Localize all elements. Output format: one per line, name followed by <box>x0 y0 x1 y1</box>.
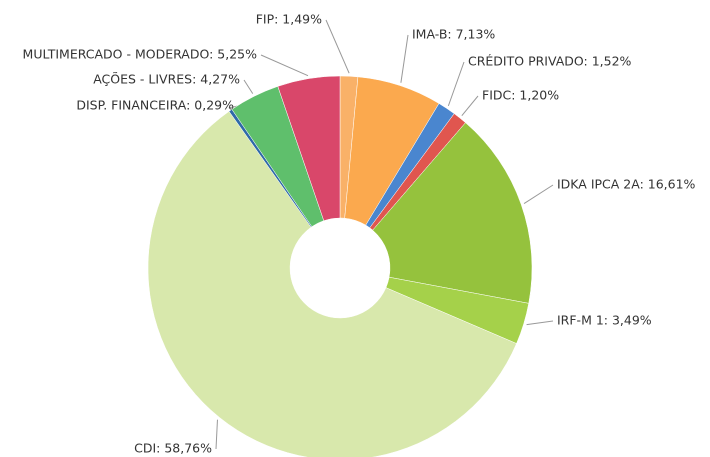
leader-line <box>526 320 554 326</box>
leader-line <box>447 61 465 107</box>
slice-label: IRF-M 1: 3,49% <box>557 313 652 328</box>
slice-label: CDI: 58,76% <box>134 441 212 456</box>
slice-label: DISP. FINANCEIRA: 0,29% <box>76 98 234 113</box>
slice-label: MULTIMERCADO - MODERADO: 5,25% <box>23 47 258 62</box>
leader-line <box>325 19 350 74</box>
slice-label: CRÉDITO PRIVADO: 1,52% <box>468 54 632 69</box>
slice-label: FIDC: 1,20% <box>482 88 559 103</box>
slice-label: FIP: 1,49% <box>256 12 322 27</box>
slice <box>372 122 533 304</box>
leader-line <box>215 419 218 450</box>
slice-label: IDKA IPCA 2A: 16,61% <box>557 177 696 192</box>
slice <box>277 75 341 222</box>
slice-label: AÇÕES - LIVRES: 4,27% <box>93 72 240 87</box>
leader-line <box>260 54 309 77</box>
slice <box>147 110 517 457</box>
leader-line <box>400 34 409 83</box>
leader-line <box>243 79 254 94</box>
slice-label: IMA-B: 7,13% <box>412 27 495 42</box>
leader-line <box>523 184 554 205</box>
leader-line <box>461 95 479 117</box>
